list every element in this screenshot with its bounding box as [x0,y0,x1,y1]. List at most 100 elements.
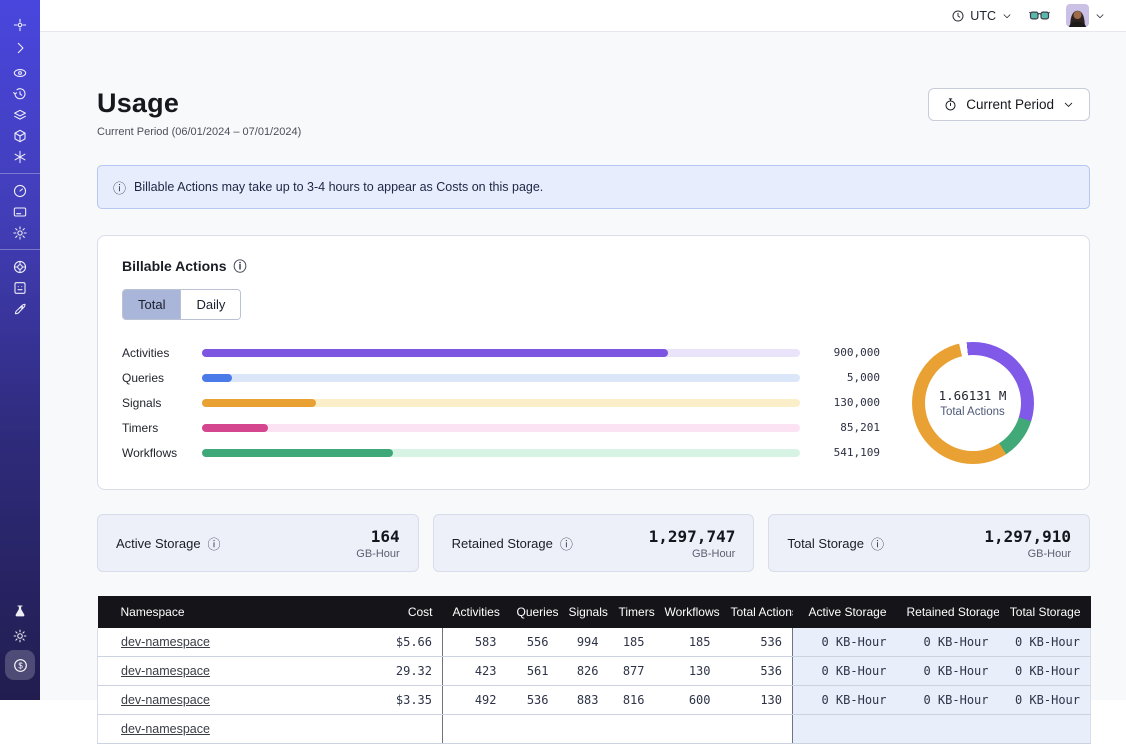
storage-card-value: 1,297,910 [984,527,1071,546]
bar-fill [202,374,232,382]
deployments-cube-icon[interactable] [0,125,40,146]
clock-icon [951,9,965,23]
tab-daily[interactable]: Daily [180,290,240,319]
col-header-workflows: Workflows [655,596,721,628]
storage-card-label: Active Storage [116,536,201,551]
table-row: dev-namespace [98,715,1091,744]
chevron-down-icon [1062,98,1075,111]
feedback-doc-icon[interactable] [0,277,40,298]
cell-active-storage: 0 KB-Hour [793,657,897,686]
billable-actions-bar-chart: Activities 900,000 Queries 5,000 Signals… [122,340,880,465]
cell-active-storage: 0 KB-Hour [793,628,897,657]
bar-row-queries: Queries 5,000 [122,365,880,390]
layers-icon[interactable] [0,104,40,125]
cell-queries: 561 [507,657,559,686]
bar-label: Queries [122,371,192,385]
info-icon: ⓘ [113,178,126,197]
storage-card-label: Total Storage [787,536,864,551]
storage-card-label: Retained Storage [452,536,553,551]
schedules-clock-icon[interactable] [0,83,40,104]
cell-total-actions: 536 [721,657,793,686]
page-title: Usage [97,88,301,119]
getting-started-rocket-icon[interactable] [0,298,40,319]
storage-card-unit: GB-Hour [984,548,1071,560]
metering-gauge-icon[interactable] [0,180,40,201]
namespace-link[interactable]: dev-namespace [121,693,210,707]
cell-total-actions: 130 [721,686,793,715]
billing-card-icon[interactable] [0,201,40,222]
col-header-activities: Activities [443,596,507,628]
bar-row-timers: Timers 85,201 [122,415,880,440]
col-header-cost: Cost [343,596,443,628]
cell-queries [507,715,559,744]
svg-text:$: $ [18,661,23,670]
col-header-total-actions: Total Actions [721,596,793,628]
info-icon[interactable]: ⓘ [871,534,884,553]
cell-signals: 883 [559,686,609,715]
col-header-signals: Signals [559,596,609,628]
bar-value: 130,000 [814,396,880,409]
cell-activities: 423 [443,657,507,686]
total-actions-donut: 1.66131 M Total Actions [912,342,1034,464]
cell-active-storage [793,715,897,744]
bar-label: Activities [122,346,192,360]
cell-workflows [655,715,721,744]
glasses-icon[interactable] [1029,8,1050,23]
theme-sun-icon[interactable] [0,625,40,646]
cell-namespace: dev-namespace [98,715,343,744]
stopwatch-icon [943,97,958,112]
namespace-link[interactable]: dev-namespace [121,635,210,649]
user-menu[interactable] [1066,4,1106,27]
app-logo-icon[interactable] [0,13,40,37]
namespaces-eye-icon[interactable] [0,62,40,83]
bar-label: Workflows [122,446,192,460]
cell-retained-storage: 0 KB-Hour [897,628,999,657]
cell-signals [559,715,609,744]
storage-card-value: 164 [356,527,399,546]
total-storage-card: Total Storage ⓘ 1,297,910 GB-Hour [768,514,1090,572]
nexus-asterisk-icon[interactable] [0,146,40,167]
usage-coin-button[interactable]: $ [5,650,35,680]
namespace-link[interactable]: dev-namespace [121,664,210,678]
total-actions-value: 1.66131 M [939,388,1007,403]
cell-activities: 492 [443,686,507,715]
table-row: dev-namespace$3.354925368838166001300 KB… [98,686,1091,715]
cell-namespace: dev-namespace [98,657,343,686]
labs-flask-icon[interactable] [0,600,40,621]
bar-track [202,424,800,432]
col-header-queries: Queries [507,596,559,628]
billable-actions-title: Billable Actions [122,258,227,274]
collapse-chevron-icon[interactable] [0,37,40,58]
timezone-selector[interactable]: UTC [951,9,1013,23]
namespace-usage-table: Namespace Cost Activities Queries Signal… [97,596,1091,744]
bar-track [202,449,800,457]
cell-queries: 536 [507,686,559,715]
timezone-label: UTC [970,9,996,23]
tab-total[interactable]: Total [123,290,180,319]
sidebar: $ [0,0,40,700]
billable-actions-card: Billable Actions ⓘ Total Daily Activitie… [97,235,1090,490]
chevron-down-icon [1001,10,1013,22]
cell-cost: 29.32 [343,657,443,686]
storage-card-value: 1,297,747 [649,527,736,546]
settings-gear-icon[interactable] [0,222,40,243]
cell-total-actions: 536 [721,628,793,657]
bar-track [202,399,800,407]
bar-value: 900,000 [814,346,880,359]
info-icon[interactable]: ⓘ [560,534,573,553]
period-button-label: Current Period [966,97,1054,112]
cell-signals: 826 [559,657,609,686]
cell-cost: $3.35 [343,686,443,715]
bar-fill [202,449,393,457]
cell-cost: $5.66 [343,628,443,657]
storage-card-unit: GB-Hour [356,548,399,560]
info-icon[interactable]: ⓘ [208,534,221,553]
bar-row-workflows: Workflows 541,109 [122,440,880,465]
col-header-total-storage: Total Storage [999,596,1091,628]
info-icon[interactable]: ⓘ [234,256,247,275]
namespace-link[interactable]: dev-namespace [121,722,210,736]
period-select-button[interactable]: Current Period [928,88,1090,121]
cell-timers: 185 [609,628,655,657]
support-lifebuoy-icon[interactable] [0,256,40,277]
bar-row-signals: Signals 130,000 [122,390,880,415]
